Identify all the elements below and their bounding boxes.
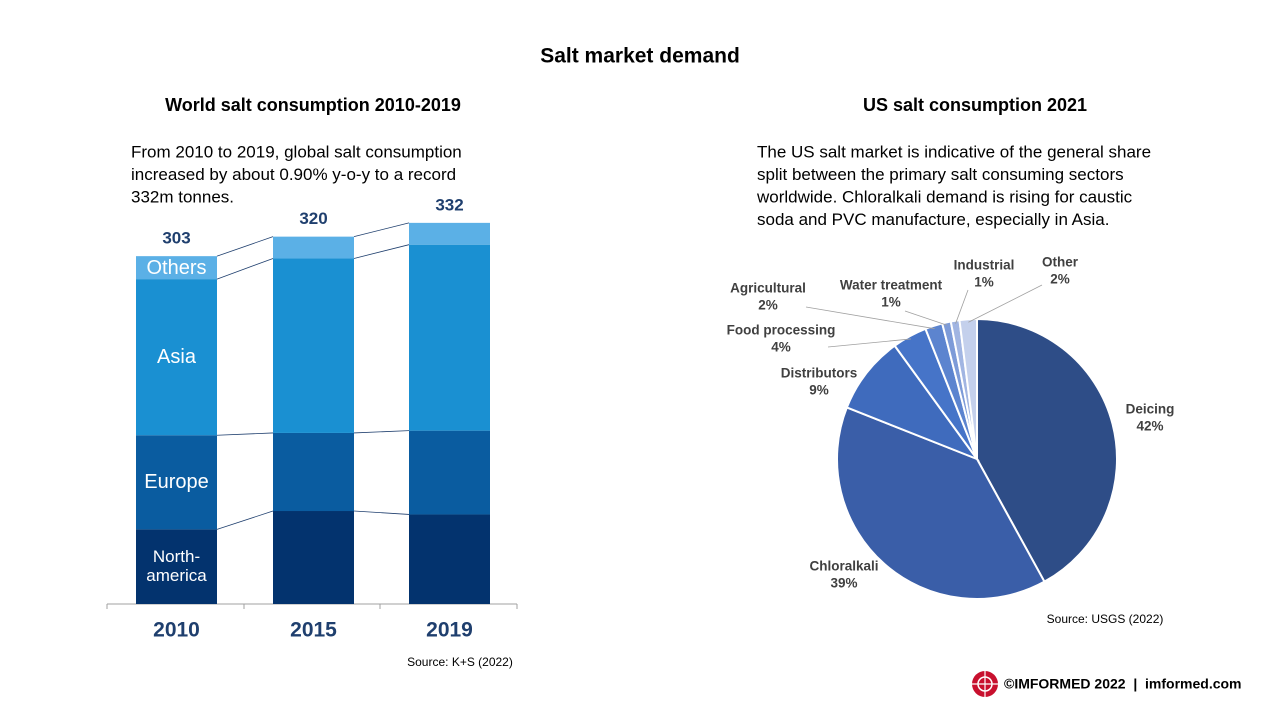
connector bbox=[216, 258, 274, 280]
total-label: 332 bbox=[435, 195, 463, 214]
bar-segment bbox=[409, 430, 490, 515]
connector bbox=[216, 432, 274, 436]
pie-slice bbox=[836, 406, 1046, 600]
description: 332m tonnes. bbox=[131, 187, 234, 206]
bar-segment bbox=[273, 258, 354, 433]
total-label: 320 bbox=[299, 209, 327, 228]
leader-line bbox=[968, 284, 1043, 323]
slide-title: Salt market demand bbox=[540, 45, 740, 68]
chart-title: World salt consumption 2010-2019 bbox=[165, 95, 461, 115]
bar-segment bbox=[136, 435, 217, 530]
slice-value: 42% bbox=[1136, 419, 1163, 434]
pie-slice bbox=[976, 317, 1118, 584]
series-name: Others bbox=[146, 256, 207, 279]
connector bbox=[353, 510, 410, 515]
segment-label: Europe bbox=[144, 471, 209, 494]
slice-name: Deicing bbox=[1126, 402, 1175, 417]
segment-label: Asia bbox=[157, 346, 196, 369]
slice-name: Other bbox=[1042, 255, 1079, 270]
chart-title: US salt consumption 2021 bbox=[863, 95, 1087, 115]
source: Source: USGS (2022) bbox=[1047, 612, 1164, 626]
slice-value: 4% bbox=[771, 340, 791, 355]
description: The US salt market is indicative of the … bbox=[757, 142, 1151, 161]
slice-value: 9% bbox=[809, 383, 829, 398]
bar-segment bbox=[136, 256, 217, 280]
leader-line bbox=[805, 306, 935, 330]
leader-line bbox=[955, 289, 969, 324]
description: soda and PVC manufacture, especially in … bbox=[757, 210, 1109, 229]
x-tick-label: 2019 bbox=[426, 619, 473, 642]
slice-value: 2% bbox=[758, 298, 778, 313]
connector bbox=[216, 236, 274, 257]
bar-segment bbox=[273, 236, 354, 259]
bar-segment bbox=[409, 244, 490, 431]
pie-slice bbox=[958, 317, 978, 460]
description: worldwide. Chloralkali demand is rising … bbox=[756, 187, 1133, 206]
slice-name: Agricultural bbox=[730, 281, 806, 296]
slice-name: Distributors bbox=[781, 366, 858, 381]
description: increased by about 0.90% y-o-y to a reco… bbox=[131, 165, 456, 184]
pie-slice bbox=[845, 344, 980, 462]
segment-label: Others bbox=[146, 256, 207, 279]
source: Source: K+S (2022) bbox=[407, 655, 513, 669]
slice-value: 1% bbox=[974, 275, 994, 290]
slice-name: Food processing bbox=[727, 323, 836, 338]
bar-segment bbox=[136, 529, 217, 604]
slice-name: Water treatment bbox=[840, 278, 943, 293]
total-label: 303 bbox=[162, 229, 190, 248]
leader-line bbox=[827, 338, 912, 348]
leader-line bbox=[904, 310, 948, 326]
bar-segment bbox=[136, 279, 217, 436]
series-name: Asia bbox=[157, 346, 196, 369]
slice-name: Chloralkali bbox=[809, 559, 878, 574]
logo bbox=[972, 671, 998, 697]
connector bbox=[353, 430, 410, 434]
bar-segment bbox=[273, 432, 354, 512]
connector bbox=[216, 510, 274, 530]
x-tick-label: 2015 bbox=[290, 619, 337, 642]
slice-value: 1% bbox=[881, 295, 901, 310]
footer: ©IMFORMED 2022 | imformed.com bbox=[1004, 676, 1242, 692]
connector bbox=[353, 244, 410, 259]
series-name: Europe bbox=[144, 471, 209, 494]
slice-value: 39% bbox=[830, 576, 857, 591]
bar-segment bbox=[273, 511, 354, 604]
bar-segment bbox=[409, 514, 490, 604]
slice-value: 2% bbox=[1050, 272, 1070, 287]
bar-segment bbox=[409, 222, 490, 245]
slice-name: Industrial bbox=[954, 258, 1015, 273]
description: From 2010 to 2019, global salt consumpti… bbox=[131, 142, 462, 161]
series-name: North-america bbox=[146, 546, 207, 585]
connector bbox=[353, 222, 410, 238]
segment-label: North-america bbox=[146, 546, 207, 585]
x-tick-label: 2010 bbox=[153, 619, 200, 642]
description: split between the primary salt consuming… bbox=[757, 165, 1124, 184]
